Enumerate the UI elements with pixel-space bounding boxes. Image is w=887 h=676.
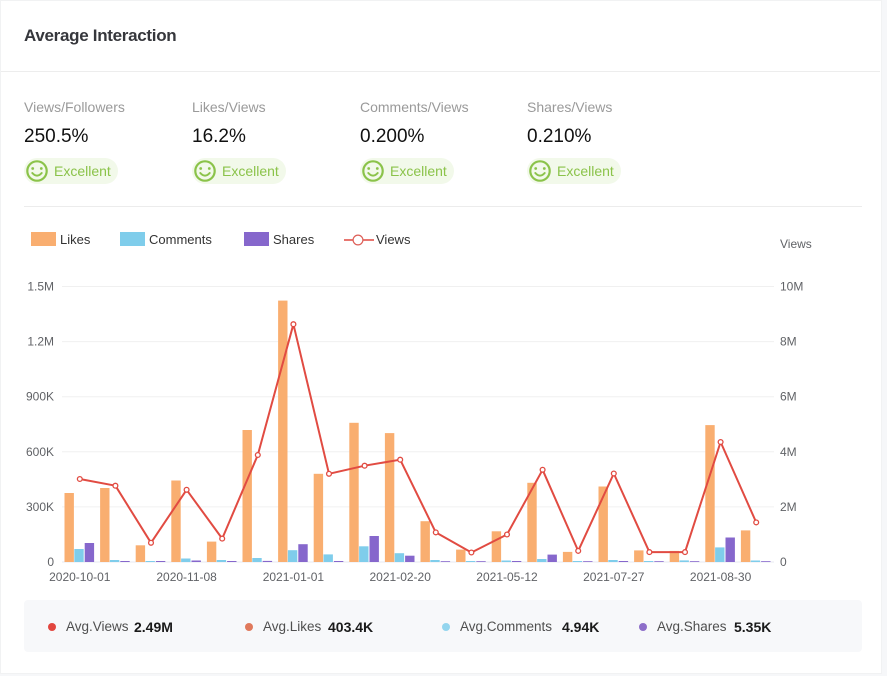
svg-text:0: 0	[47, 555, 54, 569]
svg-text:Views: Views	[780, 237, 812, 251]
svg-text:2M: 2M	[780, 500, 797, 514]
svg-text:8M: 8M	[780, 335, 797, 349]
svg-text:0: 0	[780, 555, 787, 569]
svg-text:2020-10-01: 2020-10-01	[49, 570, 111, 584]
svg-text:2021-01-01: 2021-01-01	[263, 570, 325, 584]
svg-text:10M: 10M	[780, 280, 803, 294]
svg-text:2021-05-12: 2021-05-12	[476, 570, 538, 584]
svg-text:1.2M: 1.2M	[27, 335, 54, 349]
svg-text:300K: 300K	[26, 500, 54, 514]
svg-text:2021-08-30: 2021-08-30	[690, 570, 752, 584]
svg-text:600K: 600K	[26, 445, 54, 459]
svg-text:2020-11-08: 2020-11-08	[156, 570, 217, 584]
svg-text:1.5M: 1.5M	[27, 280, 54, 294]
svg-text:2021-02-20: 2021-02-20	[370, 570, 432, 584]
svg-text:4M: 4M	[780, 445, 797, 459]
svg-text:900K: 900K	[26, 390, 54, 404]
svg-text:2021-07-27: 2021-07-27	[583, 570, 645, 584]
svg-text:6M: 6M	[780, 390, 797, 404]
